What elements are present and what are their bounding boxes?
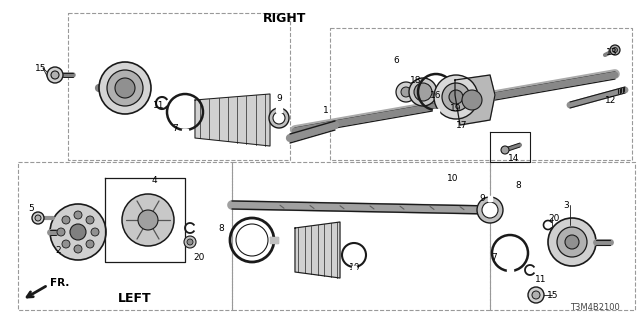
Polygon shape	[352, 266, 356, 270]
Text: 15: 15	[35, 63, 47, 73]
Polygon shape	[295, 222, 340, 278]
Text: 20: 20	[548, 213, 559, 222]
Circle shape	[548, 218, 596, 266]
Text: 20: 20	[193, 253, 204, 262]
Circle shape	[70, 224, 86, 240]
Polygon shape	[507, 269, 513, 274]
Text: 18: 18	[410, 76, 422, 84]
Circle shape	[434, 75, 478, 119]
Polygon shape	[488, 196, 492, 201]
Text: 8: 8	[515, 180, 521, 189]
Circle shape	[442, 83, 470, 111]
Text: 11: 11	[535, 276, 547, 284]
Text: FR.: FR.	[50, 278, 69, 288]
Circle shape	[122, 194, 174, 246]
Circle shape	[62, 216, 70, 224]
Circle shape	[528, 287, 544, 303]
Text: 17: 17	[456, 121, 467, 130]
Polygon shape	[433, 109, 439, 114]
Circle shape	[62, 240, 70, 248]
Circle shape	[187, 239, 193, 245]
Circle shape	[477, 197, 503, 223]
Circle shape	[138, 210, 158, 230]
Text: 13: 13	[606, 47, 618, 57]
Polygon shape	[455, 75, 495, 125]
Circle shape	[91, 228, 99, 236]
Text: 14: 14	[508, 154, 520, 163]
Text: 9: 9	[276, 93, 282, 102]
Circle shape	[74, 211, 82, 219]
Polygon shape	[195, 94, 270, 146]
Text: T3M4B2100: T3M4B2100	[570, 303, 620, 313]
Circle shape	[401, 87, 411, 97]
Text: 10: 10	[349, 263, 360, 273]
Circle shape	[269, 108, 289, 128]
Circle shape	[115, 78, 135, 98]
Polygon shape	[276, 107, 282, 112]
Circle shape	[409, 78, 437, 106]
Circle shape	[184, 236, 196, 248]
Circle shape	[35, 215, 41, 221]
Circle shape	[482, 202, 498, 218]
Text: 9: 9	[479, 194, 484, 203]
Circle shape	[612, 47, 618, 52]
Circle shape	[414, 83, 432, 101]
Circle shape	[32, 212, 44, 224]
Text: 19: 19	[450, 103, 461, 113]
Circle shape	[273, 112, 285, 124]
Text: 10: 10	[447, 173, 458, 182]
Circle shape	[86, 216, 94, 224]
Circle shape	[47, 67, 63, 83]
Circle shape	[74, 245, 82, 253]
Circle shape	[107, 70, 143, 106]
Polygon shape	[270, 237, 278, 243]
Circle shape	[462, 90, 482, 110]
Circle shape	[610, 45, 620, 55]
Circle shape	[396, 82, 416, 102]
Circle shape	[557, 227, 587, 257]
Text: 11: 11	[153, 100, 164, 109]
Circle shape	[565, 235, 579, 249]
Text: LEFT: LEFT	[118, 292, 152, 305]
Text: 8: 8	[218, 223, 224, 233]
Circle shape	[50, 204, 106, 260]
Text: 1: 1	[323, 106, 329, 115]
Text: 15: 15	[547, 291, 559, 300]
Text: 7: 7	[491, 253, 497, 262]
Text: 3: 3	[563, 201, 569, 210]
Text: 5: 5	[28, 204, 34, 212]
Text: 4: 4	[152, 175, 157, 185]
Text: 6: 6	[393, 55, 399, 65]
Circle shape	[501, 146, 509, 154]
Text: 7: 7	[172, 124, 178, 132]
Circle shape	[86, 240, 94, 248]
Text: 2: 2	[55, 245, 61, 254]
Circle shape	[51, 71, 59, 79]
Circle shape	[99, 62, 151, 114]
Circle shape	[449, 90, 463, 104]
Circle shape	[532, 291, 540, 299]
Text: RIGHT: RIGHT	[263, 12, 307, 25]
Polygon shape	[182, 129, 188, 134]
Text: 12: 12	[605, 95, 616, 105]
Text: 16: 16	[430, 91, 442, 100]
Circle shape	[57, 228, 65, 236]
